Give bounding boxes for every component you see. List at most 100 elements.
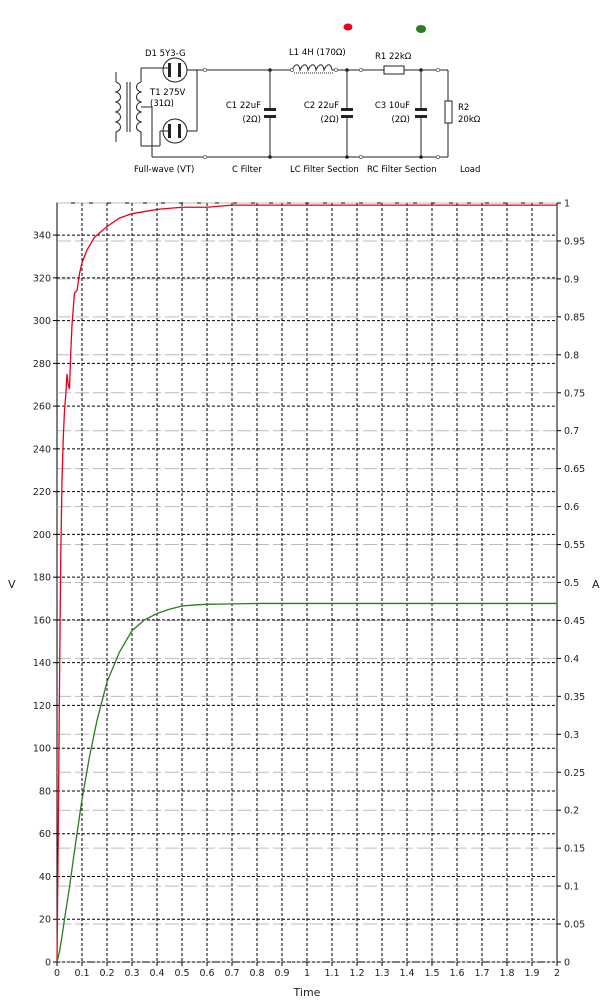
- lc-filter-section-label: LC Filter Section: [290, 165, 359, 175]
- x-tick-label: 1.5: [424, 968, 439, 979]
- chart-series: [56, 204, 557, 963]
- resistor-r2: [444, 100, 453, 124]
- y-tick-label: 20: [39, 915, 51, 926]
- y2-tick-label: 1: [564, 199, 570, 210]
- y2-tick-label: 0.6: [564, 502, 579, 513]
- c1-label: C1 22uF: [226, 101, 261, 111]
- y2-tick-label: 0.5: [564, 578, 579, 589]
- capacitor-c2: [341, 108, 353, 111]
- d1-label: D1 5Y3-G: [145, 49, 186, 59]
- x-tick-label: 1.2: [349, 968, 364, 979]
- t1-resistance-label: (31Ω): [150, 99, 174, 109]
- c1-resistance-label: (2Ω): [242, 115, 261, 125]
- y2-tick-label: 0.75: [564, 388, 585, 399]
- x-tick-label: 0.3: [124, 968, 139, 979]
- y2-tick-label: 0.35: [564, 692, 585, 703]
- load-section-label: Load: [460, 165, 480, 175]
- y2-tick-label: 0.45: [564, 616, 585, 627]
- y-tick-label: 320: [33, 273, 51, 284]
- rectifier-tube-top: [162, 57, 188, 83]
- y-tick-label: 100: [33, 744, 51, 755]
- circuit-schematic: D1 5Y3-G T1 275V (31Ω) L1 4H (170Ω) R1 2…: [114, 23, 481, 175]
- y-tick-label: 80: [39, 786, 51, 797]
- y-axis-right: 0 0.05 0.1 0.15 0.2 0.25 0.3 0.35 0.4 0.45 0.5 0.55…: [557, 199, 585, 969]
- c3-label: C3 10uF: [375, 101, 410, 111]
- y-tick-label: 200: [33, 530, 51, 541]
- x-tick-label: 0.1: [74, 968, 89, 979]
- x-tick-label: 0.4: [149, 968, 164, 979]
- y-tick-label: 60: [39, 829, 51, 840]
- x-tick-label: 1.7: [474, 968, 489, 979]
- series-line-1: [56, 204, 557, 963]
- x-tick-label: 0.2: [99, 968, 114, 979]
- chart-grid: [56, 202, 558, 963]
- y2-tick-label: 0.9: [564, 274, 579, 285]
- y2-tick-label: 0.85: [564, 312, 585, 323]
- y-tick-label: 40: [39, 872, 51, 883]
- y2-tick-label: 0.2: [564, 806, 579, 817]
- y-tick-label: 300: [33, 316, 51, 327]
- y2-axis-label: A: [592, 578, 600, 591]
- y-tick-label: 340: [33, 231, 51, 242]
- transformer-primary: [114, 72, 121, 142]
- t1-label: T1 275V: [149, 88, 186, 98]
- capacitor-c1: [264, 108, 276, 111]
- x-tick-label: 0.6: [199, 968, 214, 979]
- y-tick-label: 0: [45, 958, 51, 969]
- y-tick-label: 220: [33, 487, 51, 498]
- y-tick-label: 140: [33, 658, 51, 669]
- x-axis-label: Time: [293, 986, 321, 999]
- green-probe-icon[interactable]: [416, 25, 426, 33]
- r2-value-label: 20kΩ: [458, 115, 481, 125]
- y2-tick-label: 0.55: [564, 540, 585, 551]
- y-axis-label: V: [8, 578, 16, 591]
- c3-resistance-label: (2Ω): [391, 115, 410, 125]
- y2-tick-label: 0.95: [564, 236, 585, 247]
- x-tick-label: 1.1: [324, 968, 339, 979]
- x-tick-label: 1.8: [499, 968, 514, 979]
- y2-tick-label: 0.1: [564, 882, 579, 893]
- x-tick-label: 0.7: [224, 968, 239, 979]
- r1-label: R1 22kΩ: [375, 52, 412, 62]
- y2-tick-label: 0.8: [564, 350, 579, 361]
- transient-response-chart[interactable]: 0204060801001201401601802002202402602803…: [0, 195, 615, 1000]
- capacitor-c3: [415, 108, 427, 111]
- y2-tick-label: 0.25: [564, 768, 585, 779]
- c-filter-section-label: C Filter: [232, 165, 262, 175]
- y2-tick-label: 0.05: [564, 920, 585, 931]
- x-tick-label: 1: [304, 968, 310, 979]
- x-tick-label: 1.4: [399, 968, 414, 979]
- y-tick-label: 280: [33, 359, 51, 370]
- inductor-l1: [291, 64, 336, 72]
- l1-label: L1 4H (170Ω): [289, 48, 346, 58]
- y2-tick-label: 0.3: [564, 730, 579, 741]
- y2-tick-label: 0.15: [564, 844, 585, 855]
- y-tick-label: 120: [33, 701, 51, 712]
- x-tick-label: 2: [554, 968, 560, 979]
- x-tick-label: 0: [54, 968, 60, 979]
- x-tick-label: 0.5: [174, 968, 189, 979]
- x-tick-label: 1.6: [449, 968, 464, 979]
- y2-tick-label: 0.65: [564, 464, 585, 475]
- red-probe-icon[interactable]: [343, 23, 353, 31]
- rc-filter-section-label: RC Filter Section: [367, 165, 436, 175]
- r2-label: R2: [458, 103, 469, 113]
- y2-tick-label: 0: [564, 958, 570, 969]
- rectifier-section-label: Full-wave (VT): [134, 165, 194, 175]
- series-line-2: [56, 602, 557, 963]
- y-axis-left: 0 20 40 60 80 100 120 140 160 180 200 220 240 260 280 3…: [33, 231, 57, 969]
- x-tick-label: 0.9: [274, 968, 289, 979]
- x-tick-label: 1.3: [374, 968, 389, 979]
- y-tick-label: 160: [33, 615, 51, 626]
- x-tick-label: 0.8: [249, 968, 264, 979]
- y-tick-label: 240: [33, 444, 51, 455]
- transformer-secondary: [136, 68, 143, 146]
- y-tick-label: 260: [33, 402, 51, 413]
- c2-label: C2 22uF: [304, 101, 339, 111]
- resistor-r1: [383, 65, 405, 75]
- c2-resistance-label: (2Ω): [320, 115, 339, 125]
- x-axis: 0 0.1 0.2 0.3 0.4 0.5 0.6 0.7 0.8 0.9 1 1.1 1.2 1.3 1.…: [54, 962, 560, 979]
- y2-tick-label: 0.4: [564, 654, 579, 665]
- x-tick-label: 1.9: [524, 968, 539, 979]
- y2-tick-label: 0.7: [564, 426, 579, 437]
